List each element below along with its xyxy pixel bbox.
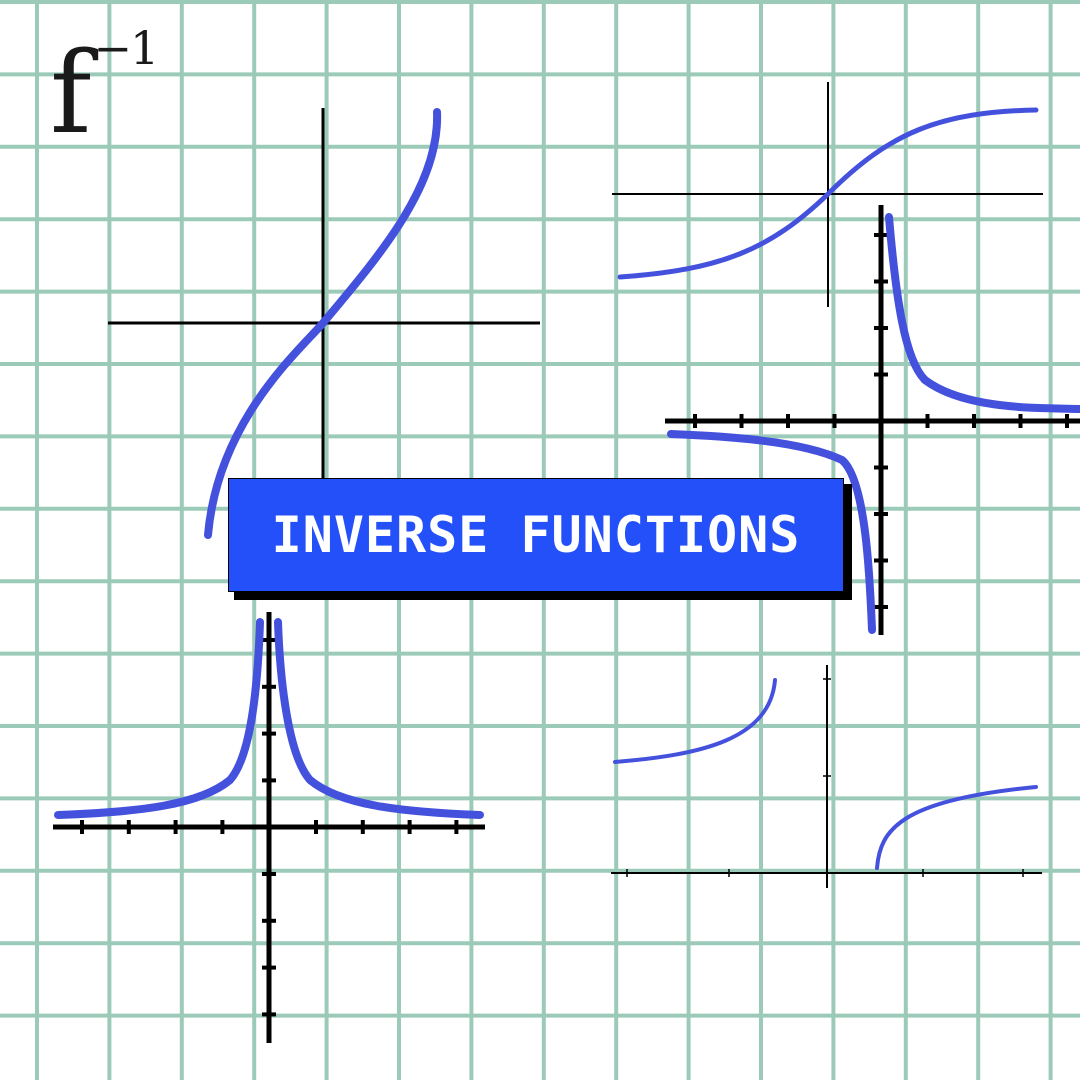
title-banner: INVERSE FUNCTIONS [228,478,844,592]
curve-right-branch [278,622,480,815]
graph-sine-like [108,108,540,535]
formula-superscript: −1 [93,21,157,75]
axis-ticks [627,679,1023,877]
formula-base: f [50,29,91,159]
inverse-function-notation: f−1 [50,38,155,150]
curve-left-branch [58,622,260,815]
banner-title: INVERSE FUNCTIONS [272,506,801,564]
curve-left-branch [615,680,775,762]
graph-inverse-square [53,612,485,1043]
